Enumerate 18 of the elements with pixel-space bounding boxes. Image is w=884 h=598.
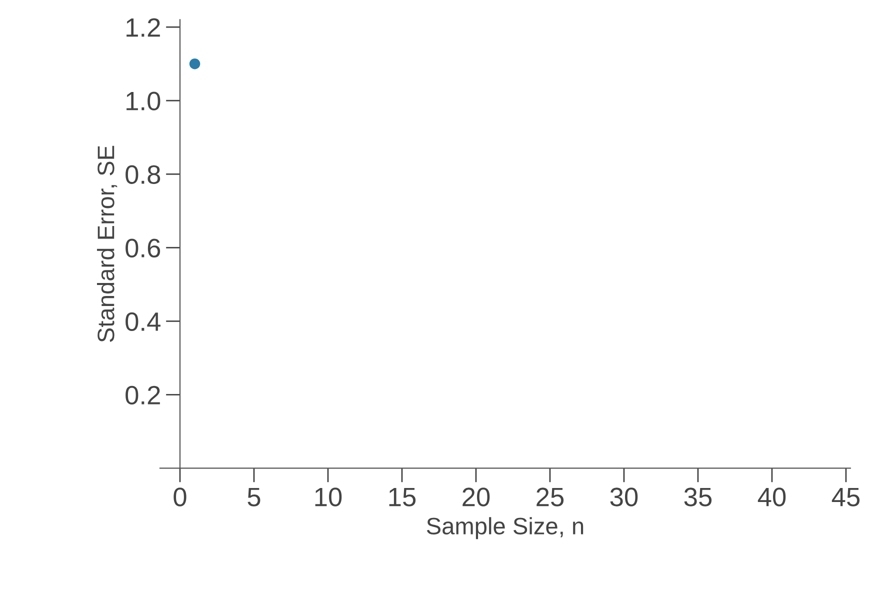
x-tick-label: 15 — [389, 488, 416, 506]
y-axis-title: Standard Error, SE — [96, 146, 118, 342]
x-tick-label: 5 — [248, 488, 260, 506]
y-tick-label: 0.2 — [126, 386, 160, 405]
x-tick-label: 0 — [174, 488, 186, 506]
x-tick-label: 20 — [462, 488, 490, 506]
x-tick-label: 35 — [684, 488, 712, 506]
y-tick-label: 1.2 — [126, 18, 160, 37]
x-tick-label: 10 — [315, 488, 342, 506]
y-tick-label: 0.8 — [126, 165, 160, 184]
x-tick-label: 45 — [832, 488, 860, 506]
y-tick-label: 0.6 — [126, 238, 160, 258]
x-tick-label: 25 — [536, 488, 564, 506]
x-axis-title: Sample Size, n — [426, 517, 584, 540]
y-tick-label: 1.0 — [126, 92, 160, 110]
x-tick-label: 30 — [610, 488, 638, 506]
x-tick-label: 40 — [758, 488, 786, 506]
y-tick-label: 0.4 — [126, 312, 160, 332]
